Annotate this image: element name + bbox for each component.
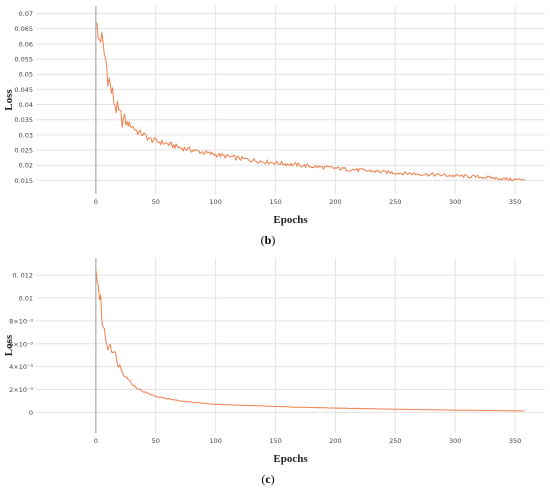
y-tick-label: 2×10⁻³ — [9, 386, 33, 394]
y-tick-label: 0.015 — [14, 177, 33, 185]
y-tick-label: 0.06 — [19, 40, 33, 48]
loss-chart-panel-b: 0 50 100 150 200 250 300 350 0.015 0.02 0.025 0.03 0… — [3, 6, 545, 247]
y-tick-label: 0.01 — [19, 295, 33, 303]
loss-chart-b: 0 50 100 150 200 250 300 350 0.015 0.02 0.025 0.03 0… — [3, 6, 545, 247]
panel-letter: c — [265, 472, 271, 486]
x-tick-label: 250 — [389, 437, 401, 445]
loss-series-line — [95, 22, 525, 182]
y-tick-label: 6×10⁻³ — [9, 340, 33, 348]
y-tick-label: 4×10⁻³ — [9, 363, 33, 371]
x-tick-label: 350 — [509, 437, 521, 445]
x-tick-label: 300 — [449, 198, 461, 206]
panel-paren: ( — [261, 233, 265, 247]
x-tick-label: 300 — [449, 437, 461, 445]
x-tick-label: 50 — [152, 437, 160, 445]
y-tick-label: 0.045 — [14, 86, 33, 94]
panel-label: (c) — [261, 472, 274, 486]
x-tick-label: 50 — [152, 198, 160, 206]
y-tick-label: 0.035 — [14, 116, 33, 124]
y-axis-title: Loss — [3, 89, 15, 111]
panel-paren: ) — [271, 233, 275, 247]
x-tick-label: 100 — [209, 437, 221, 445]
loss-series-line — [95, 269, 525, 412]
y-tick-label: 0.02 — [19, 162, 33, 170]
panel-paren: ) — [271, 472, 275, 486]
y-tick-label: 0.03 — [19, 131, 33, 139]
panel-label: (b) — [261, 233, 276, 247]
x-tick-label: 250 — [389, 198, 401, 206]
x-axis-title: Epochs — [273, 214, 308, 226]
y-tick-label: 0.04 — [19, 101, 33, 109]
y-tick-label: 0.055 — [14, 56, 33, 64]
y-tick-label: 0. 012 — [12, 272, 33, 280]
y-tick-label: 0.05 — [19, 71, 33, 79]
loss-chart-panel-c: 0 50 100 150 200 250 300 350 0 2×10⁻³ 4×10⁻³ 6×10⁻³… — [0, 252, 550, 489]
loss-chart-c: 0 50 100 150 200 250 300 350 0 2×10⁻³ 4×10⁻³ 6×10⁻³… — [3, 258, 545, 486]
panel-paren: ( — [261, 472, 265, 486]
x-tick-label: 200 — [329, 437, 341, 445]
y-tick-label: 0 — [29, 409, 33, 417]
x-tick-label: 200 — [329, 198, 341, 206]
x-tick-label: 100 — [209, 198, 221, 206]
x-tick-label: 150 — [269, 198, 281, 206]
x-tick-label: 0 — [94, 437, 98, 445]
y-tick-label: 8×10⁻³ — [9, 317, 33, 325]
panel-letter: b — [265, 233, 272, 247]
x-tick-label: 150 — [269, 437, 281, 445]
x-tick-label: 0 — [94, 198, 98, 206]
y-tick-label: 0.07 — [19, 10, 33, 18]
x-axis-title: Epochs — [273, 453, 308, 465]
y-tick-label: 0.025 — [14, 147, 33, 155]
y-tick-label: 0.065 — [14, 25, 33, 33]
y-axis-title: Loss — [3, 334, 15, 356]
x-tick-label: 350 — [509, 198, 521, 206]
